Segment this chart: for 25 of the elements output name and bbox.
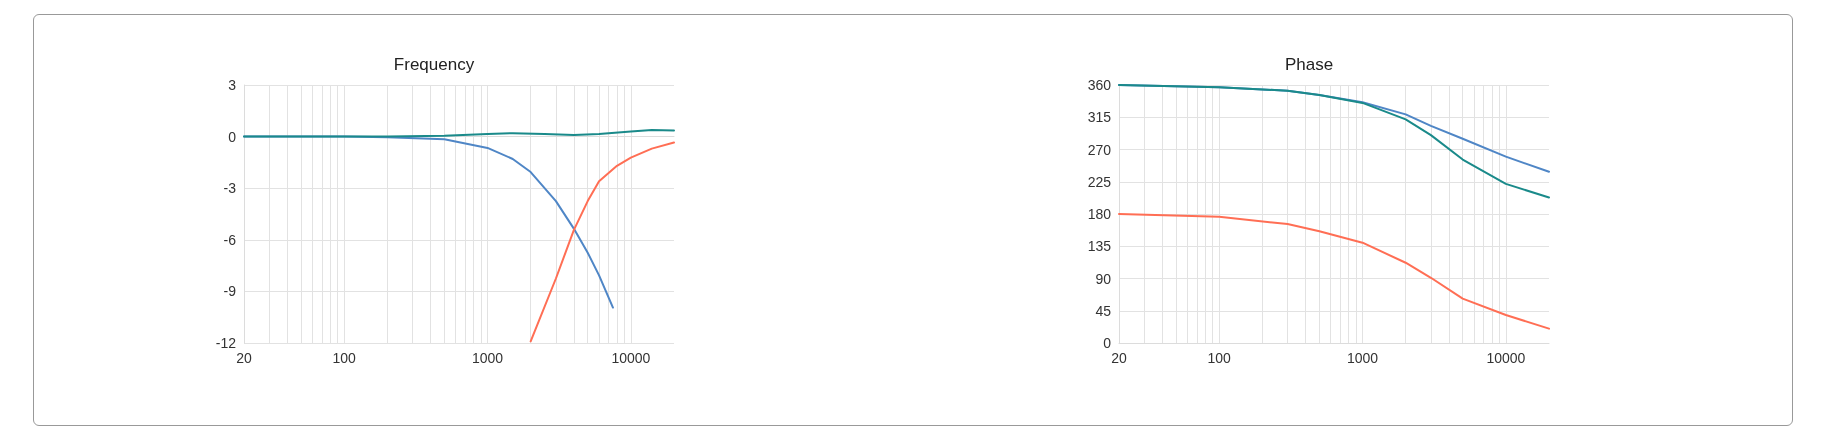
y-tick-label: 360 <box>1087 77 1112 93</box>
chart-title: Frequency <box>393 55 475 74</box>
y-tick-label: 90 <box>1095 270 1112 287</box>
x-tick-label: 10000 <box>1486 350 1526 366</box>
x-tick-label: 10000 <box>611 350 651 366</box>
y-tick-label: 0 <box>228 128 237 145</box>
chart-title: Phase <box>1284 55 1334 74</box>
y-tick-label: 3 <box>228 77 237 93</box>
y-tick-label: -3 <box>223 180 237 197</box>
y-tick-label: 180 <box>1087 206 1112 222</box>
x-tick-label: 100 <box>1207 350 1232 366</box>
y-tick-label: -9 <box>223 283 237 300</box>
y-tick-label: 270 <box>1087 141 1112 158</box>
y-tick-label: 135 <box>1087 238 1112 255</box>
x-tick-label: 1000 <box>1346 350 1379 366</box>
y-tick-label: 0 <box>1103 335 1112 351</box>
x-tick-label: 20 <box>236 350 252 366</box>
x-tick-label: 1000 <box>471 350 504 366</box>
y-tick-label: 45 <box>1095 302 1112 319</box>
x-tick-label: 20 <box>1111 350 1127 366</box>
y-tick-label: 225 <box>1087 173 1112 190</box>
y-tick-label: -6 <box>223 231 237 248</box>
y-tick-label: -12 <box>215 335 237 351</box>
y-tick-label: 315 <box>1087 109 1112 126</box>
x-tick-label: 100 <box>332 350 357 366</box>
